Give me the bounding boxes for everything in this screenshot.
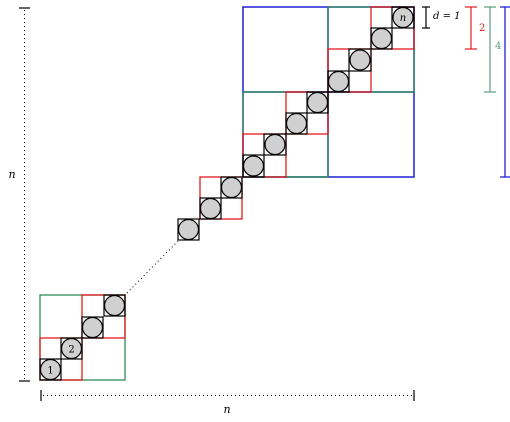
node [81,316,104,339]
node-1-label: 1 [47,366,53,377]
red-brace-label: 2 [479,23,485,34]
node-n [392,6,414,29]
middle-staircase [199,176,243,220]
node [177,218,200,241]
bottom-dimension: n [40,390,415,416]
upper-right-block: n [242,6,415,178]
node [349,49,371,71]
node [242,155,265,177]
node [103,294,126,317]
left-n-label: n [8,168,15,181]
node [285,112,308,135]
node [306,91,329,114]
green-brace-label: 4 [495,41,501,52]
ellipsis-connector [126,240,179,294]
node [327,70,350,93]
node-2-label: 2 [68,345,74,356]
bottom-left-block: 1 2 [39,294,126,381]
left-dimension: n [8,7,30,382]
cell-box [348,48,372,72]
d-equals-label: d = 1 [433,11,461,22]
middle-node [177,218,200,241]
node-n-label: n [400,13,406,24]
scale-braces: d = 1 2 4 [422,6,510,178]
node [220,176,243,199]
node [264,133,286,156]
node [370,27,393,50]
node-2 [60,337,83,360]
node-1 [39,358,62,381]
node [199,197,222,220]
bottom-n-label: n [223,403,230,416]
